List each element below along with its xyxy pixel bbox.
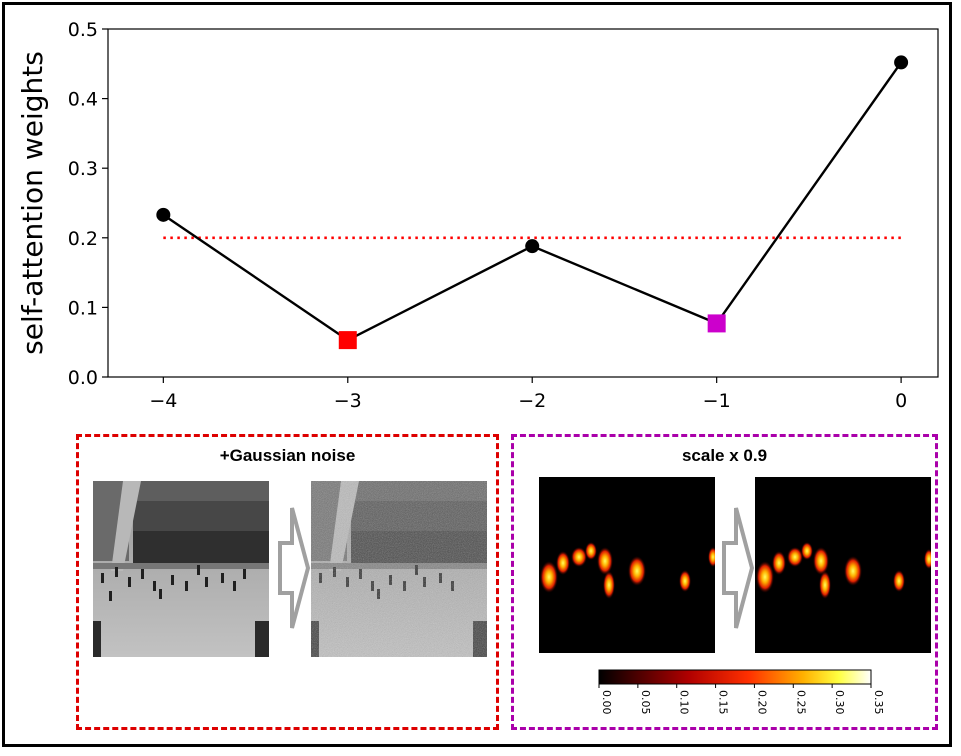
colorbar-tick-label: 0.35 xyxy=(872,690,885,715)
data-point-square xyxy=(707,314,726,333)
crowd-original-image xyxy=(93,481,269,657)
scale-title: scale x 0.9 xyxy=(681,446,768,465)
gaussian-noise-title: +Gaussian noise xyxy=(219,446,356,465)
attention-line-chart: 0.0 0.1 0.2 0.3 0.4 0.5 −4 −3 −2 −1 0 self-attentio… xyxy=(16,19,939,412)
colorbar-tick-label: 0.20 xyxy=(755,690,768,715)
x-tick-label: −4 xyxy=(149,390,177,412)
y-tick-label: 0.1 xyxy=(68,297,98,319)
scale-panel: scale x 0.9 xyxy=(511,434,938,730)
density-map-scaled xyxy=(755,477,931,653)
colorbar-tick-label: 0.25 xyxy=(794,690,807,715)
y-tick-label: 0.5 xyxy=(68,19,98,41)
colorbar-tick-label: 0.30 xyxy=(833,690,846,715)
colorbar-tick-label: 0.00 xyxy=(600,690,613,715)
colorbar: 0.00 0.05 0.10 0.15 0.20 0.25 0.30 0.35 xyxy=(598,669,885,715)
colorbar-gradient xyxy=(598,669,872,685)
y-tick-label: 0.0 xyxy=(68,367,98,389)
y-tick-label: 0.4 xyxy=(68,89,98,111)
data-point-square xyxy=(338,331,357,350)
transform-arrow xyxy=(722,507,755,629)
x-tick-label: −1 xyxy=(703,390,731,412)
crowd-noisy-image xyxy=(311,481,487,657)
gaussian-noise-panel: +Gaussian noise xyxy=(76,434,499,730)
attention-series-line xyxy=(162,61,903,342)
data-point xyxy=(525,239,540,254)
colorbar-tick-label: 0.15 xyxy=(717,690,730,715)
x-tick-label: −3 xyxy=(334,390,362,412)
density-map-original xyxy=(539,477,715,653)
y-tick-label: 0.3 xyxy=(68,158,98,180)
y-axis-label: self-attention weights xyxy=(16,51,49,355)
figure-frame xyxy=(2,2,952,747)
data-point xyxy=(156,207,171,222)
transform-arrow xyxy=(278,507,311,629)
x-tick-label: −2 xyxy=(518,390,546,412)
colorbar-tick-label: 0.10 xyxy=(678,690,691,715)
y-tick-label: 0.2 xyxy=(68,228,98,250)
x-tick-label: 0 xyxy=(895,390,907,412)
data-point xyxy=(894,55,909,70)
colorbar-tick-label: 0.05 xyxy=(639,690,652,715)
plot-area-frame xyxy=(107,28,939,378)
